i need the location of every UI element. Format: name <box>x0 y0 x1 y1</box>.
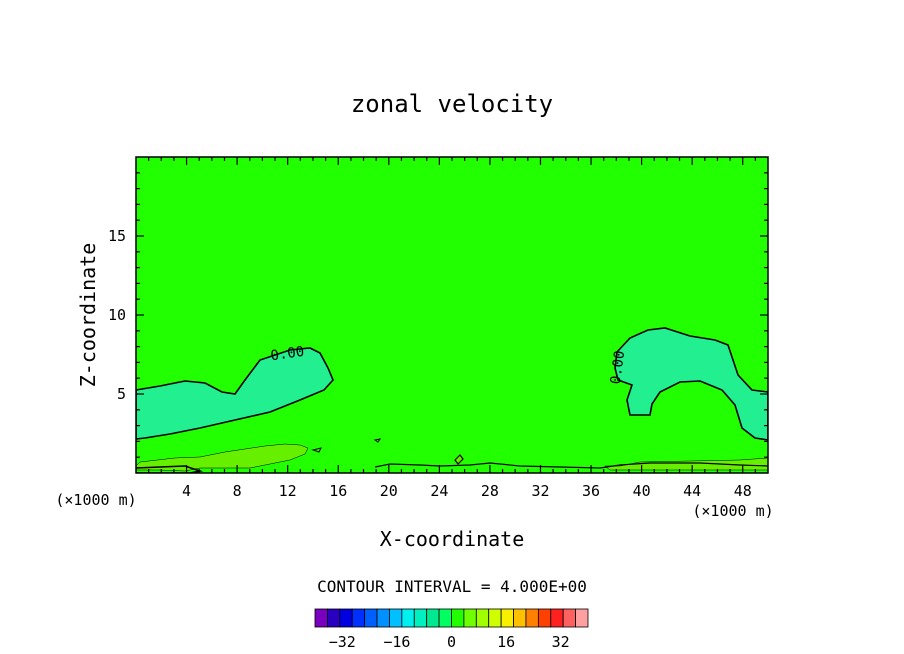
colorbar <box>314 608 589 628</box>
contour-artifact-small-3 <box>311 447 322 453</box>
x-tick-label: 4 <box>182 482 191 500</box>
colorbar-tick-label: −16 <box>383 633 410 651</box>
x-tick-label: 16 <box>329 482 347 500</box>
contour-label-left: 0.00 <box>270 344 306 365</box>
y-axis: 5 10 15 <box>108 172 768 458</box>
y-tick-label: 10 <box>108 306 126 324</box>
colorbar-swatch <box>537 608 552 628</box>
colorbar-swatch <box>475 608 490 628</box>
colorbar-swatch <box>575 608 589 628</box>
colorbar-swatch <box>413 608 428 628</box>
x-tick-label: 12 <box>279 482 297 500</box>
colorbar-swatch <box>525 608 539 628</box>
colorbar-tick-label: 0 <box>447 633 456 651</box>
x-axis-label: X-coordinate <box>380 527 525 551</box>
colorbar-tick-label: 16 <box>497 633 515 651</box>
colorbar-swatch <box>327 608 341 628</box>
x-tick-label: 36 <box>582 482 600 500</box>
colorbar-swatch <box>401 608 415 628</box>
colorbar-swatch <box>339 608 353 628</box>
colorbar-swatch <box>463 608 477 628</box>
colorbar-tick-label: −32 <box>329 633 356 651</box>
negative-region-left <box>136 347 334 440</box>
x-axis: 4 8 12 16 20 24 28 32 36 40 44 48 <box>148 157 756 500</box>
y-tick-label: 15 <box>108 227 126 245</box>
chart-title: zonal velocity <box>351 90 553 118</box>
x-tick-label: 28 <box>481 482 499 500</box>
colorbar-swatch <box>562 608 576 628</box>
x-tick-label: 8 <box>233 482 242 500</box>
colorbar-swatch <box>351 608 366 628</box>
colorbar-swatch <box>451 608 465 628</box>
negative-region-right <box>614 327 768 441</box>
x-tick-label: 48 <box>734 482 752 500</box>
colorbar-swatch <box>389 608 403 628</box>
x-unit-left: (×1000 m) <box>55 491 136 509</box>
contour-label-right: 0.00 <box>608 350 629 386</box>
contour-artifact-surface <box>136 465 204 473</box>
colorbar-tick-label: 32 <box>552 633 570 651</box>
colorbar-swatch <box>488 608 502 628</box>
colorbar-ticks: −32 −16 0 16 32 <box>329 633 570 651</box>
colorbar-swatch <box>314 608 328 628</box>
contour-interval: CONTOUR INTERVAL = 4.000E+00 <box>317 577 587 596</box>
positive-region-surface-right <box>604 457 768 471</box>
positive-region-surface-left <box>136 443 309 472</box>
plot-area <box>136 157 768 473</box>
y-axis-label: Z-coordinate <box>76 243 100 388</box>
colorbar-swatch <box>426 608 440 628</box>
x-tick-label: 44 <box>683 482 701 500</box>
colorbar-swatch <box>550 608 564 628</box>
x-tick-label: 32 <box>531 482 549 500</box>
colorbar-swatch <box>500 608 514 628</box>
colorbar-swatch <box>364 608 378 628</box>
x-tick-label: 24 <box>430 482 448 500</box>
contour-artifact-small-1 <box>454 454 464 465</box>
colorbar-swatch <box>513 608 527 628</box>
y-tick-label: 5 <box>117 385 126 403</box>
x-tick-label: 20 <box>380 482 398 500</box>
contour-artifact-small-2 <box>373 438 382 443</box>
colorbar-swatch <box>376 608 390 628</box>
x-tick-label: 40 <box>633 482 651 500</box>
x-unit-right: (×1000 m) <box>692 502 773 520</box>
colorbar-swatch <box>438 608 452 628</box>
